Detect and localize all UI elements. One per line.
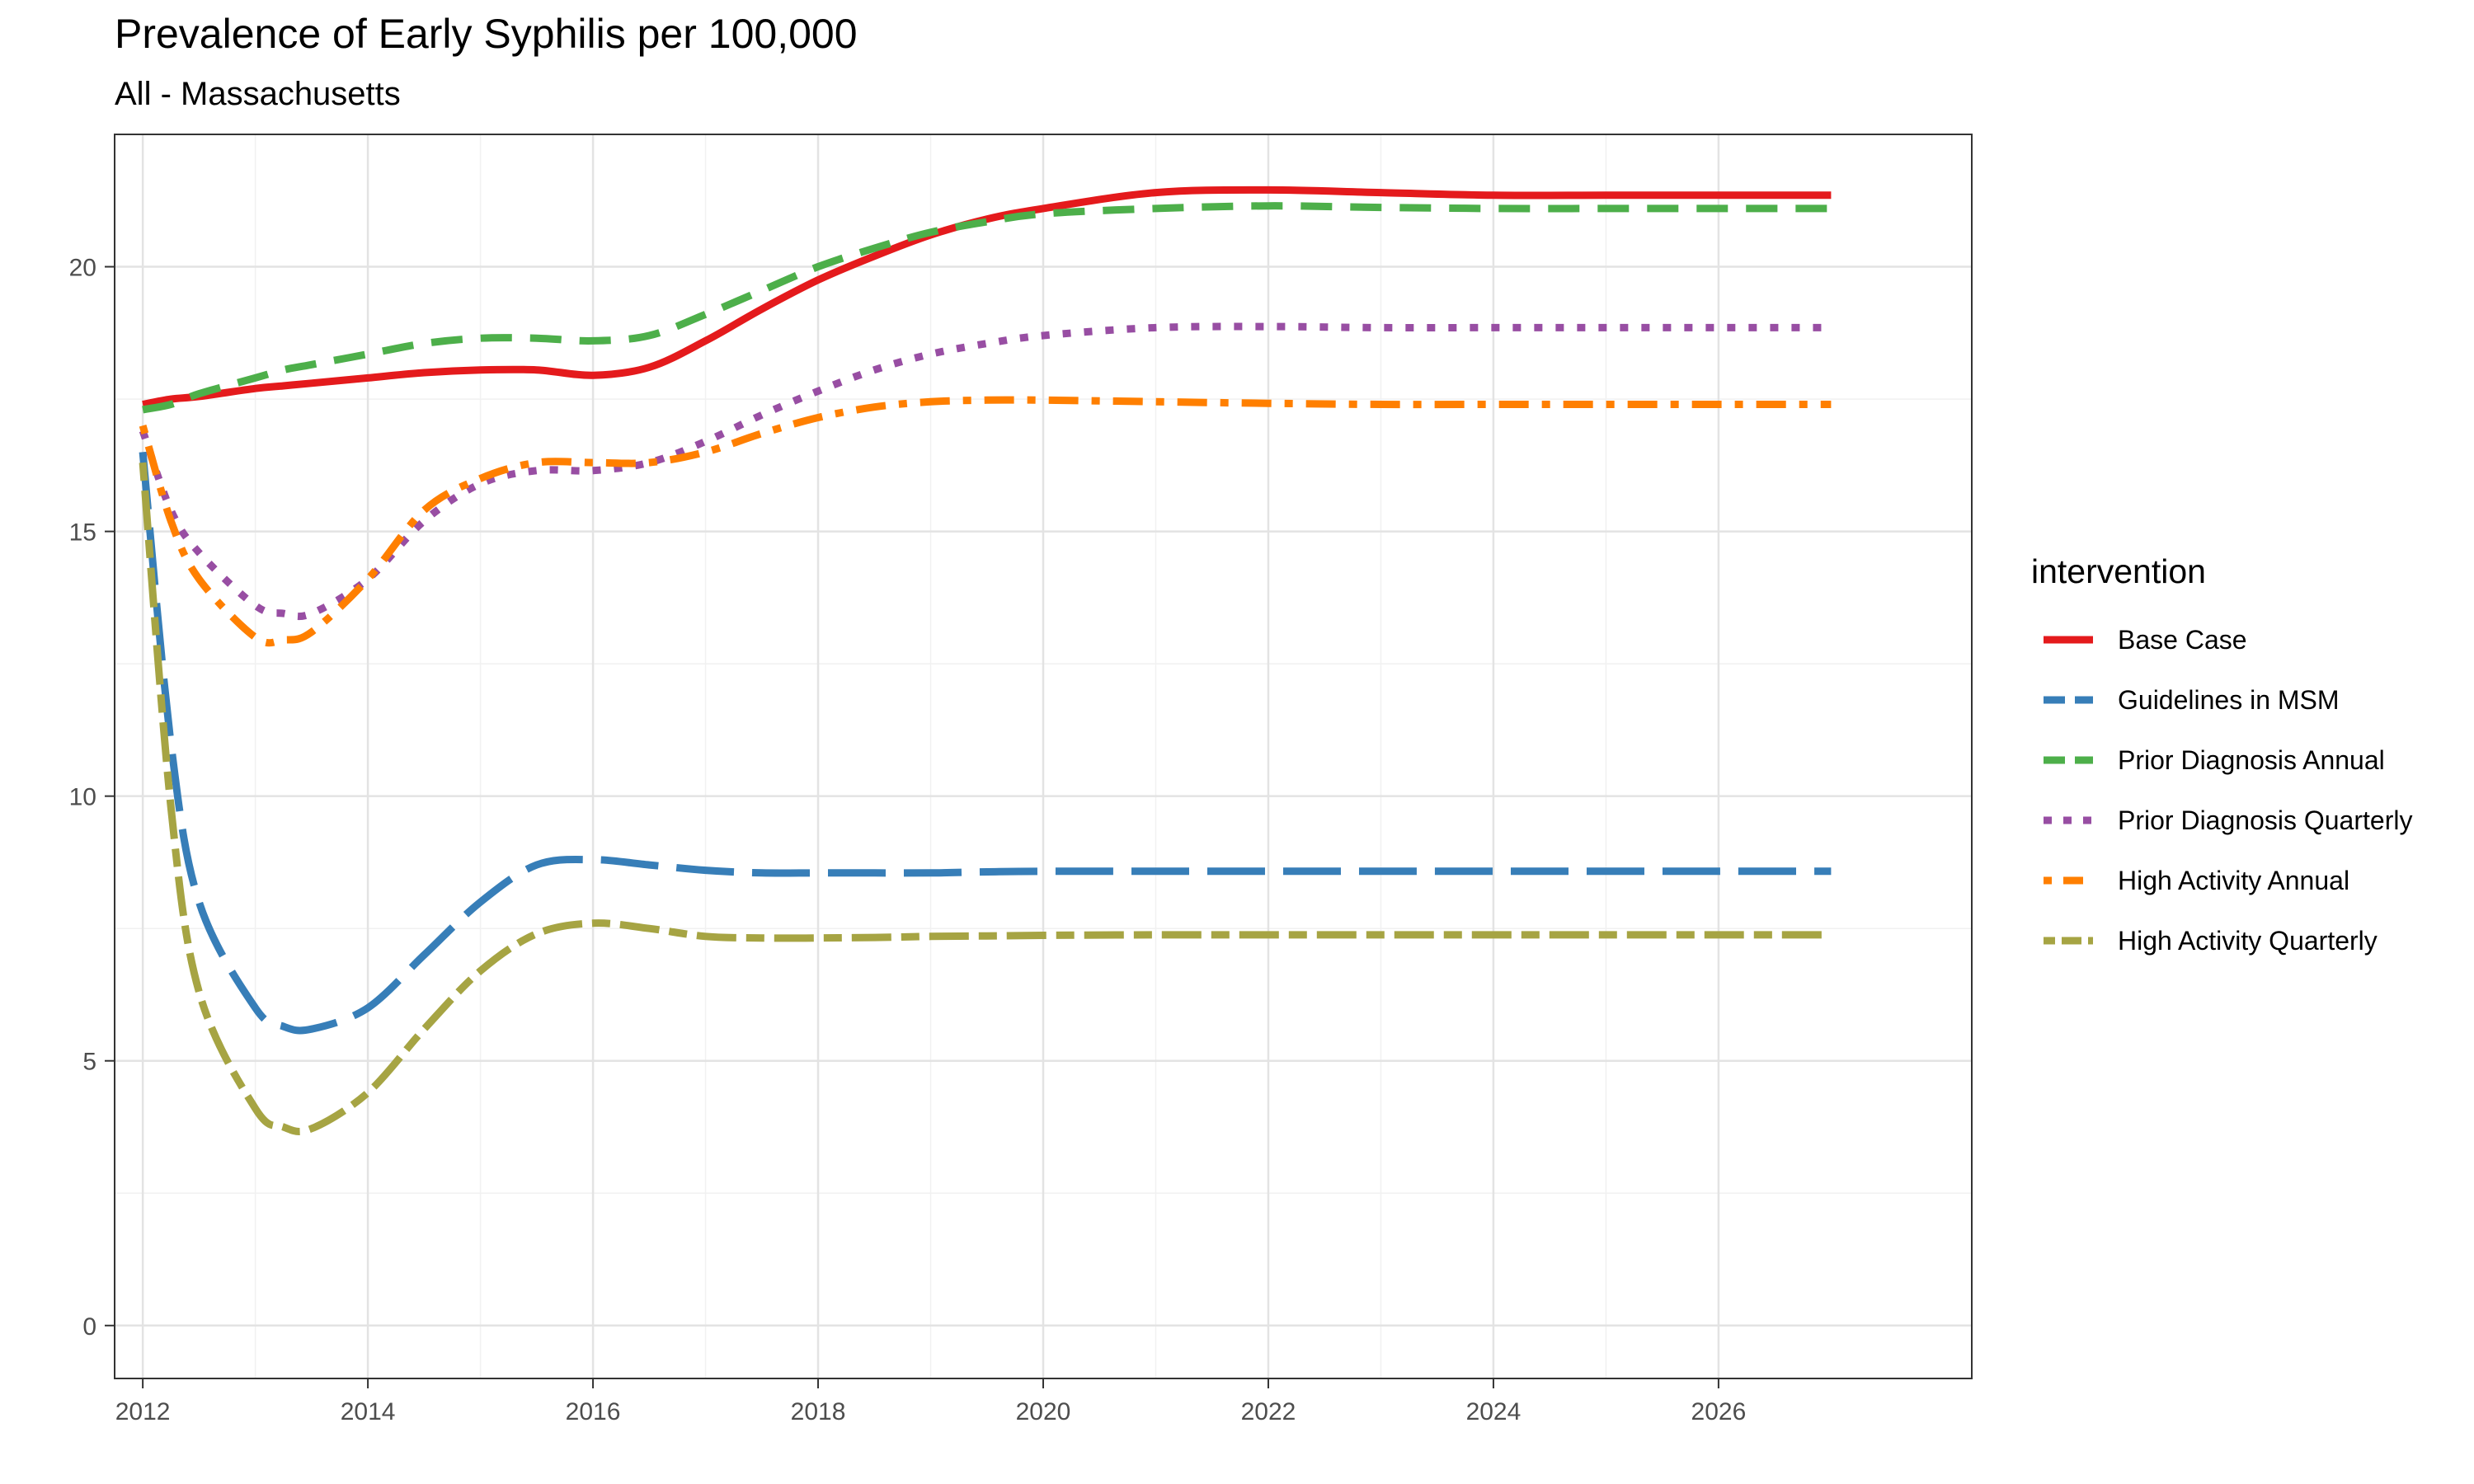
legend-label: Base Case (2118, 625, 2247, 655)
y-tick-label: 0 (82, 1313, 96, 1341)
chart-title: Prevalence of Early Syphilis per 100,000 (115, 11, 858, 57)
chart-subtitle: All - Massachusetts (115, 76, 401, 112)
legend-label: High Activity Quarterly (2118, 926, 2378, 956)
y-tick-label: 10 (69, 784, 96, 811)
legend-label: Guidelines in MSM (2118, 685, 2340, 715)
y-tick-label: 5 (82, 1049, 96, 1076)
x-tick-label: 2024 (1466, 1398, 1522, 1425)
x-tick-label: 2014 (341, 1398, 396, 1425)
x-axis: 2012 2014 2016 2018 2020 2022 2024 2026 (115, 1378, 1747, 1425)
series-line-high-activity-quarterly (139, 462, 1832, 1135)
legend-label: Prior Diagnosis Annual (2118, 745, 2385, 775)
legend: Base Case Guidelines in MSM Prior Diagnosi… (2044, 625, 2412, 956)
x-tick-label: 2026 (1691, 1398, 1747, 1425)
series-line-high-activity-annual (139, 396, 1832, 647)
legend-label: Prior Diagnosis Quarterly (2118, 805, 2412, 835)
x-tick-label: 2018 (791, 1398, 846, 1425)
series-line-prior-diagnosis-quarterly (139, 322, 1832, 621)
y-tick-label: 20 (69, 255, 96, 282)
x-tick-label: 2020 (1016, 1398, 1071, 1425)
series-line-prior-diagnosis-annual (142, 202, 1832, 414)
x-tick-label: 2016 (566, 1398, 621, 1425)
series-lines (139, 186, 1832, 1135)
x-tick-label: 2022 (1241, 1398, 1296, 1425)
y-tick-label: 15 (69, 519, 96, 547)
y-axis: 0 5 10 15 20 (69, 255, 115, 1341)
series-line-base-case (142, 186, 1832, 408)
legend-title: intervention (2031, 552, 2206, 590)
legend-label: High Activity Annual (2118, 866, 2349, 895)
x-tick-label: 2012 (115, 1398, 171, 1425)
series-line-guidelines-in-msm (139, 451, 1832, 1035)
